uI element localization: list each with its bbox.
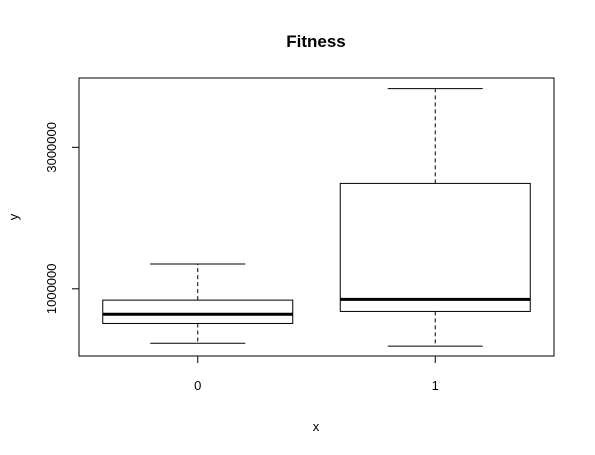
y-tick-label: 1000000 [44,263,59,314]
iqr-box [339,182,531,312]
y-tick-label: 3000000 [44,122,59,173]
x-tick-label: 0 [194,378,201,393]
iqr-box [102,299,294,324]
box-0 [102,263,294,344]
boxes [102,88,531,347]
chart-title: Fitness [286,32,346,51]
x-axis-label: x [313,419,320,434]
y-axis: 1000000 3000000 [44,122,80,314]
y-axis-label: y [6,213,21,220]
x-tick-label: 1 [432,378,439,393]
box-1 [339,88,531,347]
